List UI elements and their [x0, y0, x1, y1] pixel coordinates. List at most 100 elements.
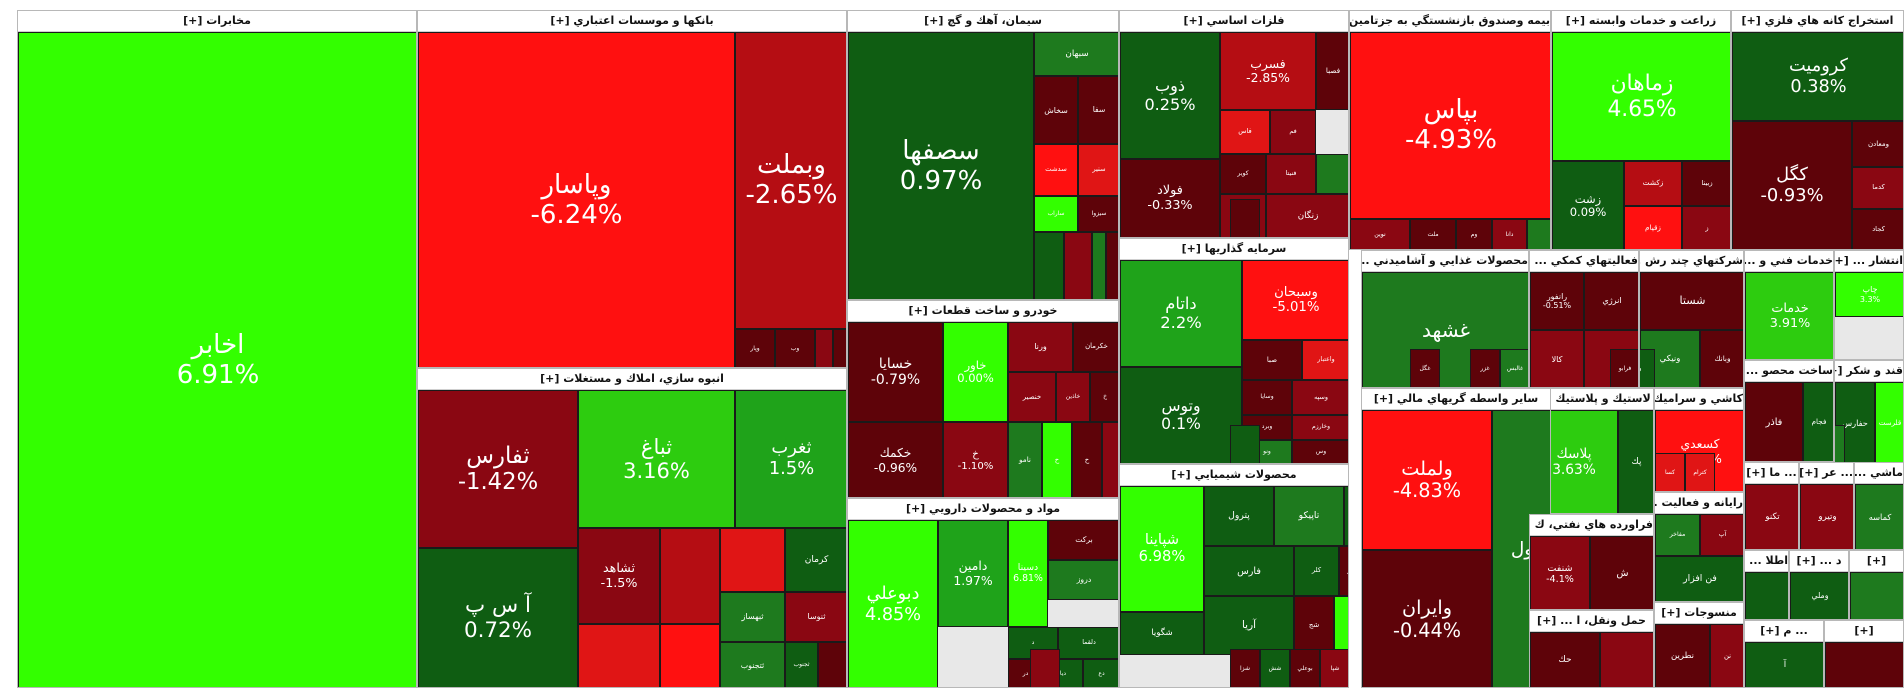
stock-tile-زشت[interactable]: زشت 0.09%	[1552, 161, 1624, 249]
stock-tile-زماهان[interactable]: زماهان 4.65%	[1552, 32, 1730, 161]
sector-header[interactable]: ساير واسطه گريهاي مالي [+]	[1362, 389, 1550, 410]
sector-header[interactable]: خودرو و ساخت قطعات [+]	[848, 301, 1118, 322]
sector-header[interactable]: [+]	[1850, 551, 1903, 572]
stock-tile-10-10[interactable]	[1030, 649, 1060, 687]
stock-tile-اخابر[interactable]: اخابر 6.91%	[18, 32, 416, 687]
stock-tile-دلقما[interactable]: دلقما	[1058, 627, 1118, 659]
stock-tile-24-1[interactable]	[1600, 632, 1653, 687]
stock-tile-سبهان[interactable]: سبهان	[1034, 32, 1118, 76]
sector-header[interactable]: ماشي ... [+]	[1855, 463, 1903, 484]
stock-tile-2-6[interactable]	[720, 528, 785, 592]
sector-header[interactable]: مواد و محصولات دارويي [+]	[848, 499, 1118, 520]
stock-tile-وايران[interactable]: وايران -0.44%	[1362, 550, 1492, 687]
stock-tile-ساراب[interactable]: ساراب	[1034, 196, 1078, 232]
sector-header[interactable]: منسوجات [+]	[1655, 603, 1743, 624]
stock-tile-خدمات[interactable]: خدمات 3.91%	[1745, 272, 1833, 359]
stock-tile-ز[interactable]: ز	[1682, 206, 1730, 249]
stock-tile-وپار[interactable]: وپار	[735, 329, 775, 367]
stock-tile-كجاد[interactable]: كجاد	[1852, 209, 1903, 249]
stock-tile-انرژي[interactable]: انرژي	[1584, 272, 1638, 330]
stock-tile-وتوس[interactable]: وتوس 0.1%	[1120, 367, 1242, 463]
sector-header[interactable]: محصولات شيميايي [+]	[1120, 465, 1348, 486]
sector-header[interactable]: فعاليتهاي كمكي ... [+]	[1530, 251, 1638, 272]
sector-header[interactable]: خدمات فني و ... [+]	[1745, 251, 1833, 272]
stock-tile-ومعادن[interactable]: ومعادن	[1852, 121, 1903, 167]
sector-header[interactable]: سرمايه گذاريها [+]	[1120, 239, 1348, 260]
stock-tile-شاروم[interactable]: شاروم	[1334, 596, 1348, 655]
stock-tile-آريا[interactable]: آريا	[1204, 596, 1294, 655]
stock-tile-و[interactable]: و	[1640, 349, 1655, 387]
stock-tile-ثفارس[interactable]: ثفارس -1.42%	[418, 390, 578, 548]
stock-tile-وب[interactable]: وب	[775, 329, 815, 367]
stock-tile-كوير[interactable]: كوير	[1220, 154, 1266, 194]
stock-tile-خ[interactable]: خ	[1090, 372, 1118, 422]
stock-tile-ش[interactable]: ش	[1590, 536, 1653, 609]
stock-tile-وم[interactable]: وم	[1456, 219, 1492, 249]
stock-tile-فاذر[interactable]: فاذر	[1745, 382, 1803, 461]
stock-tile-زكشت[interactable]: زكشت	[1624, 161, 1682, 206]
sector-header[interactable]: فراورده هاي نفتي، ك ... [+]	[1530, 515, 1653, 536]
stock-tile-وبانك[interactable]: وبانك	[1700, 330, 1743, 387]
stock-tile-كسا[interactable]: كسا	[1655, 453, 1685, 491]
sector-header[interactable]: ... عر [+]	[1800, 463, 1853, 484]
stock-tile-تكنو[interactable]: تكنو	[1745, 484, 1798, 549]
stock-tile-دروز[interactable]: دروز	[1048, 560, 1118, 600]
stock-tile-زنگان[interactable]: زنگان	[1266, 194, 1348, 237]
stock-tile-سنير[interactable]: سنير	[1078, 144, 1118, 196]
sector-header[interactable]: استخراج كانه هاي فلزي [+]	[1732, 11, 1903, 32]
stock-tile-دانا[interactable]: دانا	[1492, 219, 1527, 249]
stock-tile-بركت[interactable]: بركت	[1048, 520, 1118, 560]
sector-header[interactable]: قند و شكر [+]	[1835, 361, 1903, 382]
stock-tile-كروميت[interactable]: كروميت 0.38%	[1732, 32, 1903, 121]
stock-tile-خسايا[interactable]: خسايا -0.79%	[848, 322, 943, 422]
stock-tile-4-11[interactable]	[1230, 199, 1260, 237]
stock-tile-صبا[interactable]: صبا	[1242, 340, 1302, 380]
stock-tile-نوين[interactable]: نوين	[1350, 219, 1410, 249]
stock-tile-آپ[interactable]: آپ	[1700, 514, 1743, 556]
stock-tile-فولاد[interactable]: فولاد -0.33%	[1120, 159, 1220, 237]
stock-tile-4-10[interactable]	[1316, 154, 1348, 194]
stock-tile-شنفت[interactable]: شنفت -4.1%	[1530, 536, 1590, 609]
stock-tile-كگل[interactable]: كگل -0.93%	[1732, 121, 1852, 249]
stock-tile-ثجنوب[interactable]: ثجنوب	[785, 642, 818, 687]
stock-tile-شش[interactable]: شش	[1260, 649, 1290, 687]
stock-tile-دبوعلي[interactable]: دبوعلي 4.85%	[848, 520, 938, 687]
sector-header[interactable]: ساخت محصو ... [+]	[1745, 361, 1833, 382]
sector-header[interactable]: سيمان، آهك و گچ [+]	[848, 11, 1118, 32]
stock-tile-چاپ[interactable]: چاپ 3.3%	[1835, 272, 1903, 317]
stock-tile-فصبا[interactable]: فصبا	[1316, 32, 1348, 110]
stock-tile-1-5[interactable]	[833, 329, 846, 367]
stock-tile-كدما[interactable]: كدما	[1852, 167, 1903, 209]
stock-tile-واعتبار[interactable]: واعتبار	[1302, 340, 1348, 380]
stock-tile-داتام[interactable]: داتام 2.2%	[1120, 260, 1242, 367]
stock-tile-خنصير[interactable]: خنصير	[1008, 372, 1056, 422]
stock-tile-وملي[interactable]: وملي	[1790, 572, 1848, 619]
stock-tile-سخاش[interactable]: سخاش	[1034, 76, 1078, 144]
stock-tile-آ-س-پ[interactable]: آ س پ 0.72%	[418, 548, 578, 687]
stock-tile-سفا[interactable]: سفا	[1078, 76, 1118, 144]
stock-tile-2-8[interactable]	[578, 624, 660, 687]
stock-tile-ثباغ[interactable]: ثباغ 3.16%	[578, 390, 735, 528]
stock-tile-رانفور[interactable]: رانفور -0.51%	[1530, 272, 1584, 330]
stock-tile-كماسه[interactable]: كماسه	[1855, 484, 1903, 549]
stock-tile-خاذين[interactable]: خاذين	[1056, 372, 1090, 422]
stock-tile-فسرب[interactable]: فسرب -2.85%	[1220, 32, 1316, 110]
stock-tile-غگل[interactable]: غگل	[1410, 349, 1440, 387]
sector-header[interactable]: زراعت و خدمات وابسته [+]	[1552, 11, 1730, 32]
stock-tile-8-12[interactable]	[1102, 422, 1118, 497]
sector-header[interactable]: ... ما [+]	[1745, 463, 1798, 484]
stock-tile-زبينا[interactable]: زبينا	[1682, 161, 1730, 206]
sector-header[interactable]: لاستيك و پلاستيك [+]	[1530, 389, 1653, 410]
stock-tile-دسينا[interactable]: دسينا 6.81%	[1008, 520, 1048, 627]
stock-tile-فن-افزار[interactable]: فن افزار	[1655, 556, 1743, 601]
stock-tile-فارس[interactable]: فارس	[1204, 546, 1294, 596]
stock-tile-دع[interactable]: دع	[1083, 659, 1118, 687]
stock-tile-وتيرو[interactable]: وتيرو	[1800, 484, 1853, 549]
sector-header[interactable]: د ... [+]	[1790, 551, 1848, 572]
stock-tile-وس[interactable]: وس	[1292, 440, 1348, 463]
sector-header[interactable]: محصولات غذايي و آشاميدني ... [+]	[1362, 251, 1528, 272]
stock-tile-وپاسار[interactable]: وپاسار -6.24%	[418, 32, 735, 367]
stock-tile-پك[interactable]: پك	[1618, 410, 1653, 513]
sector-header[interactable]: حمل ونقل، ا ... [+]	[1530, 611, 1653, 632]
sector-header[interactable]: مخابرات [+]	[18, 11, 416, 32]
